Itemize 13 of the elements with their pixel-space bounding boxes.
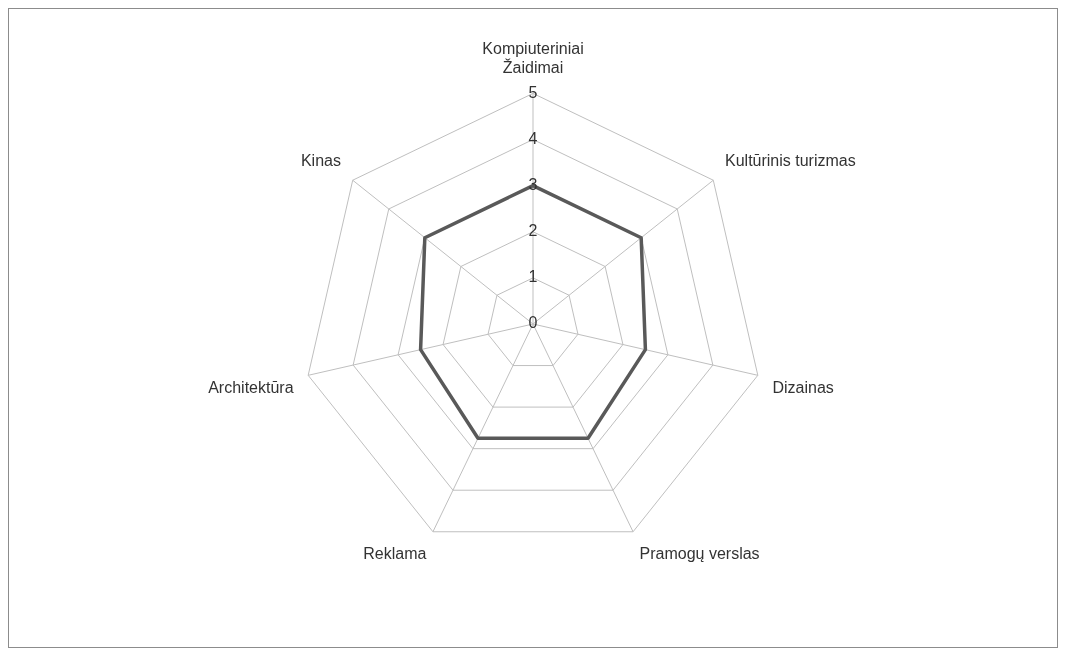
spoke-label: Kompiuteriniai Žaidimai: [482, 40, 584, 77]
spoke-label: Kinas: [300, 151, 341, 169]
spoke-label: Dizainas: [772, 378, 834, 396]
y-tick-label: 1: [528, 268, 538, 286]
spoke-label: Kultūrinis turizmas: [725, 151, 856, 169]
y-tick-label: 0: [528, 314, 538, 332]
y-tick-label: 4: [528, 129, 538, 147]
spoke-label: Reklama: [363, 545, 427, 563]
spoke-label: Architektūra: [208, 378, 294, 396]
y-tick-label: 3: [528, 176, 538, 194]
spoke-label: Pramogų verslas: [639, 545, 760, 563]
y-tick-label: 5: [528, 83, 538, 101]
y-tick-label: 2: [528, 222, 538, 240]
